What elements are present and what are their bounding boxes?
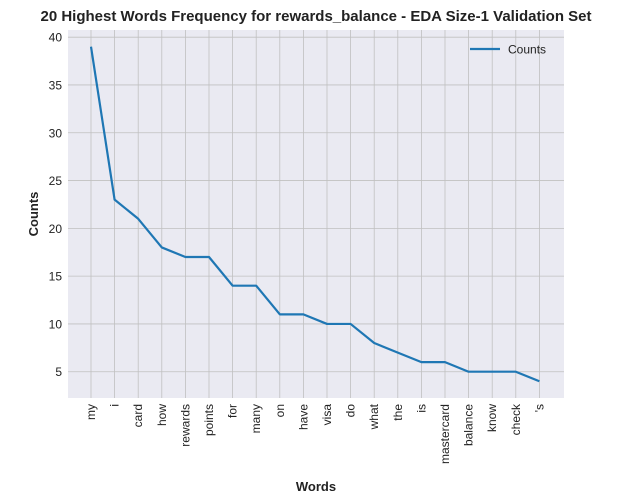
y-tick-label: 20 <box>49 222 63 236</box>
y-tick-label: 30 <box>49 126 63 140</box>
x-tick-label: what <box>367 403 381 430</box>
x-tick-label: i <box>108 404 122 407</box>
x-tick-label: points <box>202 404 216 436</box>
x-tick-label: is <box>414 404 428 413</box>
x-tick-label: on <box>273 404 287 417</box>
x-tick-label: 's <box>532 404 546 412</box>
y-axis-label: Counts <box>26 192 41 237</box>
y-tick-label: 5 <box>55 365 62 379</box>
x-tick-label: how <box>155 404 169 426</box>
x-tick-label: rewards <box>178 404 192 447</box>
x-tick-label: have <box>296 404 310 430</box>
x-axis-label: Words <box>296 479 336 494</box>
x-tick-label: mastercard <box>438 404 452 464</box>
legend-label-counts: Counts <box>508 43 546 57</box>
x-tick-label: card <box>131 404 145 427</box>
x-tick-label: do <box>344 404 358 418</box>
chart-title: 20 Highest Words Frequency for rewards_b… <box>41 8 592 25</box>
x-tick-label: visa <box>320 404 334 426</box>
x-tick-label: balance <box>462 404 476 446</box>
x-tick-label: for <box>226 404 240 418</box>
x-tick-label: know <box>485 404 499 432</box>
y-tick-label: 25 <box>49 174 63 188</box>
x-tick-label: check <box>509 403 523 435</box>
x-tick-label: the <box>391 404 405 421</box>
y-tick-label: 40 <box>49 31 63 45</box>
y-axis-ticks: 5 10 15 20 25 30 35 40 <box>49 31 63 380</box>
y-tick-label: 15 <box>49 270 63 284</box>
y-tick-label: 35 <box>49 78 63 92</box>
x-tick-label: my <box>84 404 98 420</box>
y-tick-label: 10 <box>49 317 63 331</box>
x-axis-ticks: my i card how rewards points for many on have visa… <box>84 403 546 464</box>
x-tick-label: many <box>249 404 263 433</box>
